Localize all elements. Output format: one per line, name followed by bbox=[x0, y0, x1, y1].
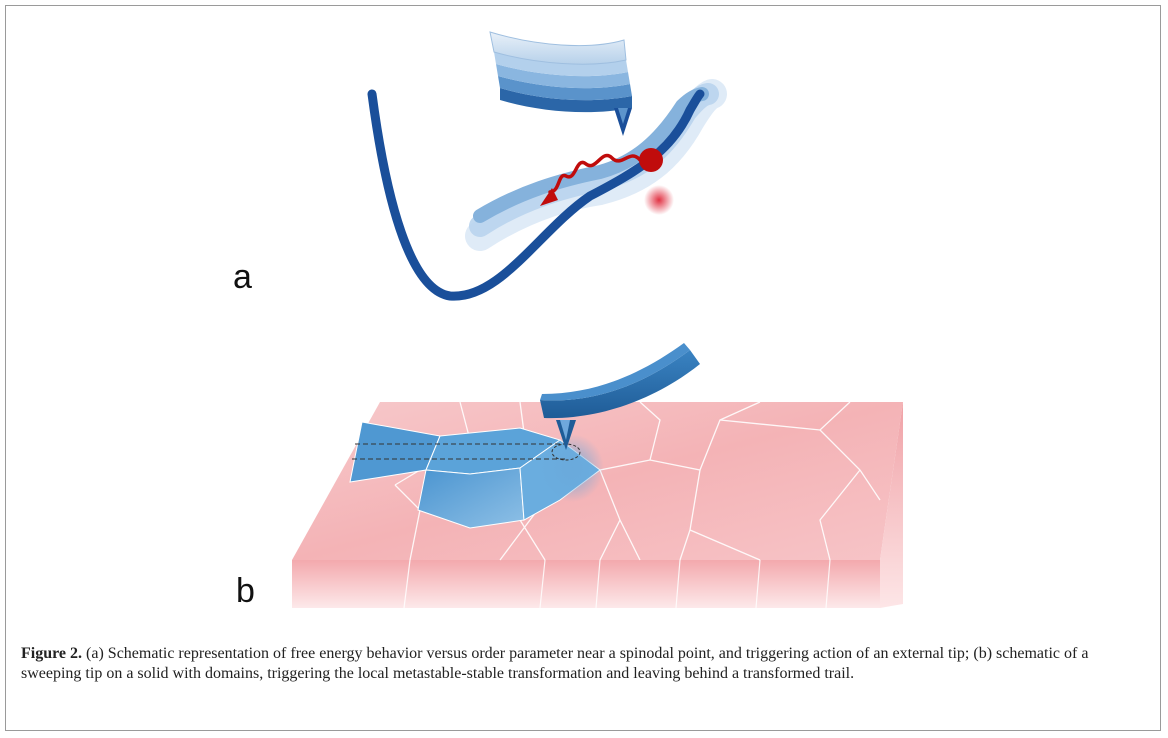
cantilever-stack-icon bbox=[489, 31, 632, 136]
particle-ball bbox=[639, 148, 663, 172]
cantilever-icon bbox=[540, 343, 700, 450]
energy-curve bbox=[367, 89, 705, 301]
caption-text: (a) Schematic representation of free ene… bbox=[21, 645, 1089, 682]
panel-label-a: a bbox=[233, 258, 252, 296]
domain-slab-panel bbox=[292, 343, 903, 609]
transformed-trail bbox=[349, 421, 604, 529]
panel-label-b: b bbox=[236, 572, 255, 610]
figure-illustration bbox=[292, 31, 903, 609]
figure-frame bbox=[5, 5, 1161, 731]
caption-label: Figure 2. bbox=[21, 645, 83, 662]
free-energy-curve-panel bbox=[367, 31, 727, 301]
figure-caption: Figure 2. (a) Schematic representation o… bbox=[21, 644, 1141, 684]
wavy-arrow bbox=[548, 153, 642, 194]
